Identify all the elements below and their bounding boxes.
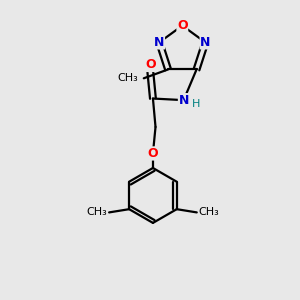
Text: CH₃: CH₃ <box>86 207 107 218</box>
Text: O: O <box>145 58 156 71</box>
Text: H: H <box>192 99 200 109</box>
Text: N: N <box>154 36 164 49</box>
Text: O: O <box>177 19 188 32</box>
Text: O: O <box>148 147 158 160</box>
Text: CH₃: CH₃ <box>199 207 219 218</box>
Text: CH₃: CH₃ <box>117 73 138 83</box>
Text: N: N <box>178 94 189 106</box>
Text: N: N <box>200 36 211 49</box>
